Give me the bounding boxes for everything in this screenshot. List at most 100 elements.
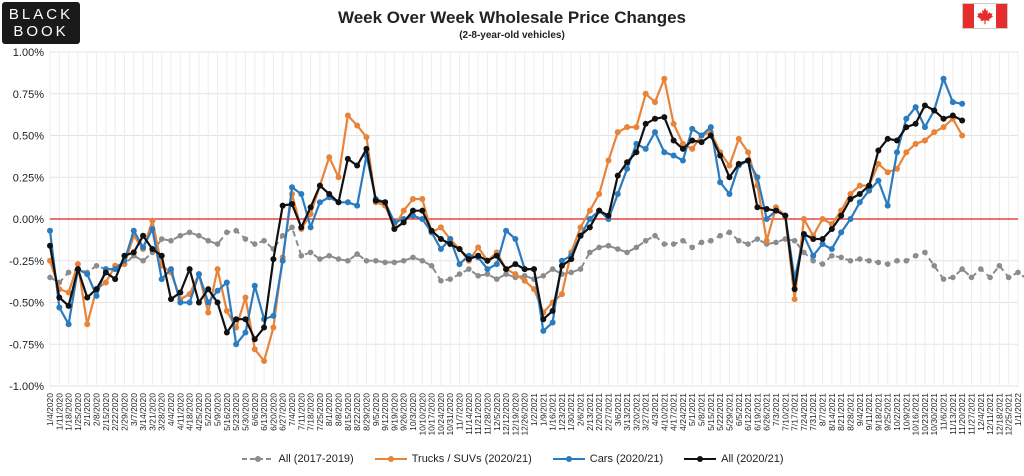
series-point-0 <box>251 241 258 247</box>
series-point-3 <box>773 207 779 214</box>
series-point-3 <box>670 137 677 144</box>
series-point-2 <box>754 174 761 181</box>
x-tick-label: 10/31/2020 <box>445 393 455 436</box>
series-point-2 <box>707 124 714 131</box>
series-point-2 <box>894 149 900 156</box>
series-point-0 <box>438 277 444 284</box>
series-point-0 <box>847 257 854 264</box>
series-point-0 <box>298 252 305 259</box>
legend-item: Cars (2020/21) <box>552 453 663 465</box>
series-point-0 <box>503 271 509 277</box>
legend-item: All (2020/21) <box>683 453 784 465</box>
series-point-1 <box>912 140 919 147</box>
series-point-2 <box>493 261 500 268</box>
series-point-3 <box>205 286 212 293</box>
series-point-1 <box>242 294 249 301</box>
x-tick-label: 9/18/2021 <box>873 393 883 431</box>
series-point-3 <box>56 294 63 301</box>
series-point-3 <box>745 157 752 164</box>
series-point-0 <box>633 244 640 251</box>
series-point-0 <box>829 252 835 259</box>
series-point-3 <box>335 199 342 206</box>
series-point-1 <box>875 160 882 167</box>
series-point-3 <box>307 204 314 211</box>
x-tick-label: 4/25/2020 <box>194 393 204 431</box>
series-point-2 <box>875 177 882 184</box>
series-point-0 <box>224 229 230 236</box>
series-point-0 <box>642 237 649 244</box>
x-tick-label: 9/11/2021 <box>864 393 874 430</box>
series-point-0 <box>735 237 742 244</box>
series-point-1 <box>940 124 947 131</box>
series-point-0 <box>745 241 751 247</box>
series-point-0 <box>484 271 491 277</box>
series-point-2 <box>856 199 863 206</box>
x-tick-label: 8/22/2020 <box>352 393 362 431</box>
y-tick-label: -0.50% <box>9 298 44 310</box>
y-tick-label: -0.75% <box>9 339 44 351</box>
series-point-0 <box>577 266 584 272</box>
series-point-0 <box>614 246 621 252</box>
series-point-0 <box>652 232 658 239</box>
x-tick-label: 11/28/2020 <box>482 393 492 435</box>
legend-item: All (2017-2019) <box>241 453 354 465</box>
x-tick-label: 12/18/2021 <box>994 393 1004 436</box>
series-point-0 <box>419 257 426 264</box>
series-point-2 <box>661 149 668 156</box>
series-point-1 <box>102 279 109 286</box>
series-point-2 <box>540 327 547 334</box>
x-tick-label: 2/20/2021 <box>594 393 604 431</box>
series-point-0 <box>894 257 900 264</box>
x-tick-label: 9/19/2020 <box>389 393 399 431</box>
series-point-2 <box>298 190 305 197</box>
series-point-1 <box>261 357 268 364</box>
chart-legend: All (2017-2019) Trucks / SUVs (2020/21) Ca… <box>0 453 1024 467</box>
series-point-2 <box>912 104 919 111</box>
series-point-3 <box>391 226 398 233</box>
series-point-3 <box>437 236 444 243</box>
series-point-0 <box>903 257 910 264</box>
logo-line-1: BLACK <box>8 6 74 23</box>
series-point-2 <box>959 100 966 107</box>
x-tick-label: 5/15/2021 <box>706 393 716 431</box>
x-tick-label: 4/3/2021 <box>650 393 660 426</box>
x-tick-label: 7/4/2020 <box>287 393 297 426</box>
series-point-0 <box>326 252 333 259</box>
x-tick-label: 10/2/2021 <box>892 393 902 431</box>
series-point-2 <box>717 179 724 186</box>
series-point-0 <box>968 274 975 281</box>
series-point-2 <box>251 282 258 289</box>
series-point-0 <box>410 254 416 261</box>
series-point-3 <box>912 120 919 127</box>
series-point-0 <box>624 249 630 256</box>
series-point-0 <box>466 266 472 272</box>
series-point-1 <box>354 122 361 129</box>
series-point-2 <box>614 190 621 197</box>
series-point-2 <box>214 287 221 294</box>
x-tick-label: 7/17/2021 <box>790 393 800 431</box>
series-point-3 <box>531 266 537 273</box>
series-point-3 <box>140 232 147 239</box>
series-point-3 <box>316 182 323 189</box>
x-tick-label: 9/12/2020 <box>380 393 390 431</box>
x-tick-label: 1/18/2020 <box>64 393 74 431</box>
y-tick-label: 1.00% <box>13 47 44 59</box>
x-tick-label: 8/7/2021 <box>818 393 828 426</box>
series-point-3 <box>419 207 426 214</box>
series-point-3 <box>326 190 333 197</box>
x-tick-label: 3/7/2020 <box>129 393 139 426</box>
series-point-0 <box>875 259 882 266</box>
series-point-2 <box>223 279 230 286</box>
series-point-0 <box>996 262 1003 269</box>
series-point-2 <box>866 187 873 194</box>
x-tick-label: 11/7/2020 <box>455 393 465 430</box>
series-point-0 <box>912 252 919 259</box>
series-point-0 <box>680 237 686 244</box>
series-point-1 <box>214 266 221 273</box>
x-tick-label: 4/11/2020 <box>175 393 185 430</box>
series-point-3 <box>410 207 416 214</box>
series-point-3 <box>484 257 491 264</box>
chart-title: Week Over Week Wholesale Price Changes <box>337 8 687 27</box>
x-tick-label: 1/2/2021 <box>529 393 539 426</box>
series-point-3 <box>195 299 202 306</box>
